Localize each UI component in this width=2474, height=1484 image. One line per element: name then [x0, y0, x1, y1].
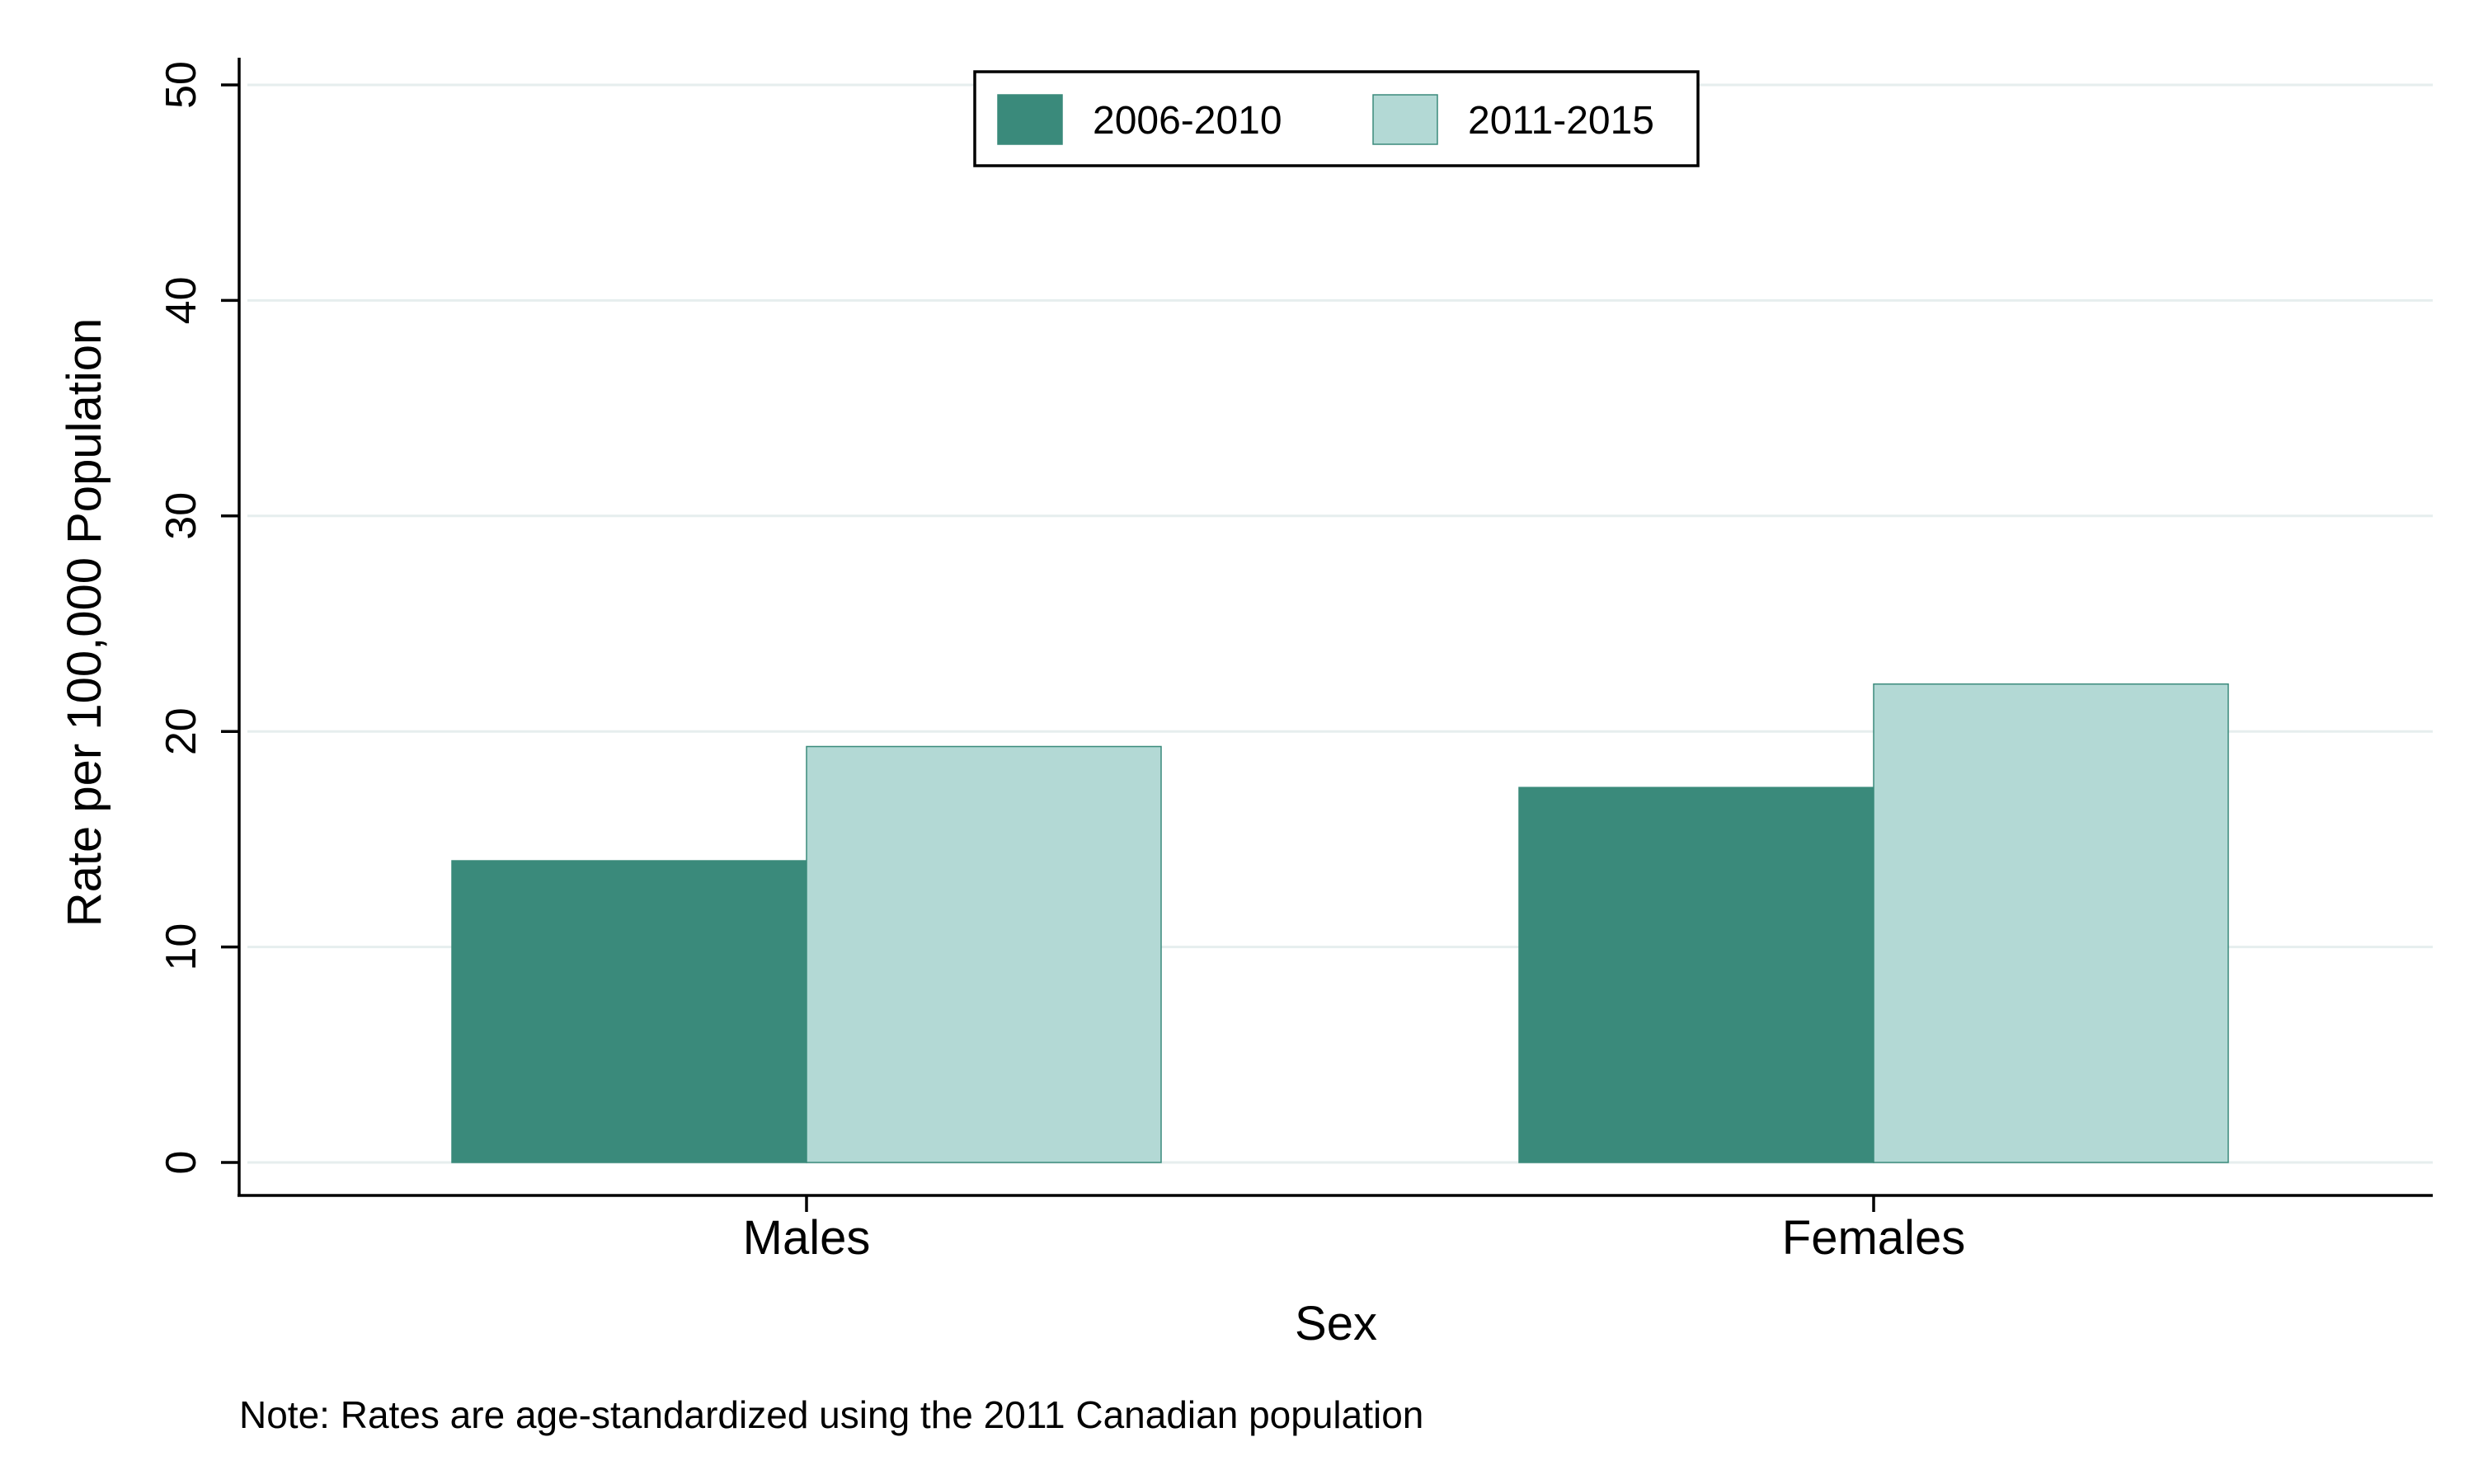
legend: 2006-2010 2011-2015: [973, 70, 1700, 167]
x-tick-label-females: Females: [1782, 1211, 1965, 1265]
x-ticks: Males Females: [743, 1195, 1965, 1265]
y-tick-label-0: 0: [158, 1151, 205, 1175]
legend-swatch-2006-2010: [997, 94, 1063, 145]
y-tick-label-40: 40: [158, 276, 205, 324]
legend-swatch-2011-2015: [1372, 94, 1438, 145]
y-tick-label-10: 10: [158, 923, 205, 971]
legend-label-2011-2015: 2011-2015: [1468, 99, 1654, 143]
x-axis-title: Sex: [1295, 1297, 1377, 1350]
y-tick-label-30: 30: [158, 492, 205, 540]
bars: [451, 683, 2229, 1163]
bar-males-2006-2010: [451, 860, 807, 1163]
legend-label-2006-2010: 2006-2010: [1093, 99, 1282, 143]
legend-box: [973, 70, 1700, 167]
chart-note: Note: Rates are age-standardized using t…: [239, 1393, 1423, 1436]
axes: [238, 58, 2433, 1197]
y-tick-label-50: 50: [158, 61, 205, 109]
y-axis-title: Rate per 100,000 Population: [58, 318, 111, 927]
bar-females-2006-2010: [1518, 787, 1874, 1163]
y-ticks: 0 10 20 30 40 50: [158, 61, 239, 1174]
bar-females-2011-2015: [1873, 683, 2229, 1163]
x-tick-label-males: Males: [743, 1211, 871, 1265]
bar-males-2011-2015: [806, 745, 1162, 1163]
y-tick-label-20: 20: [158, 707, 205, 755]
